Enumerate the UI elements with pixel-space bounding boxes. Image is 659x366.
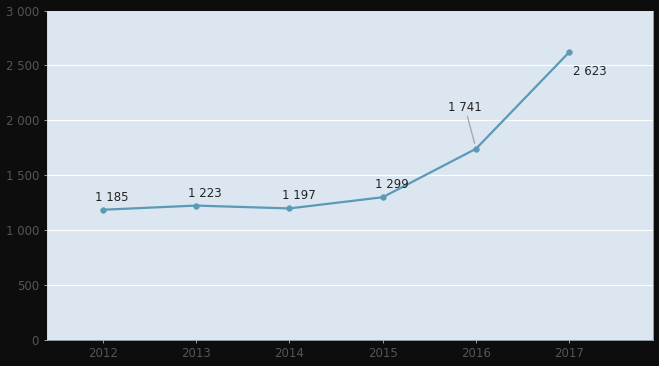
Text: 1 197: 1 197 bbox=[282, 189, 316, 202]
Text: 1 185: 1 185 bbox=[95, 191, 129, 204]
Text: 2 623: 2 623 bbox=[573, 65, 607, 78]
Text: 1 741: 1 741 bbox=[448, 101, 482, 143]
Text: 1 223: 1 223 bbox=[188, 187, 222, 199]
Text: 1 299: 1 299 bbox=[375, 178, 409, 191]
